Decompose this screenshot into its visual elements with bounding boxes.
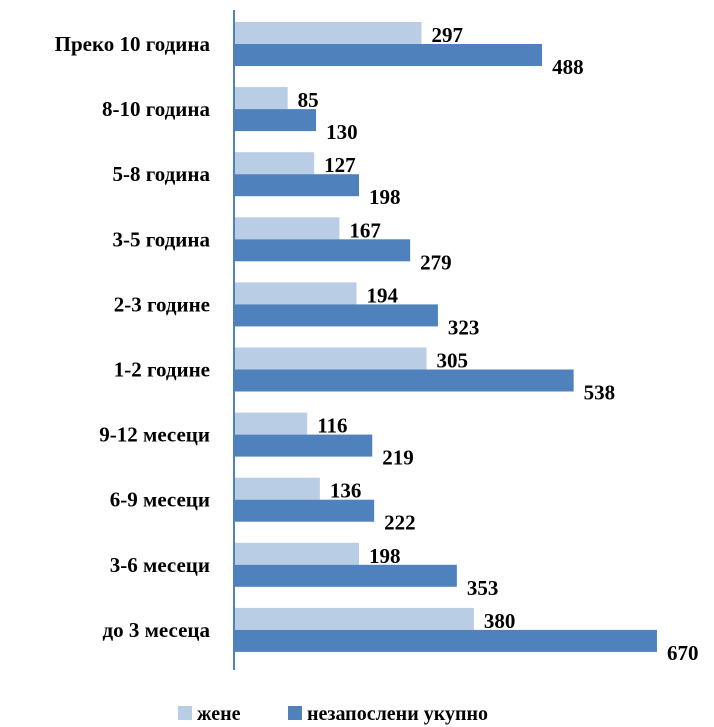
category-label: 3-6 месеци bbox=[110, 553, 210, 577]
category-label: Преко 10 година bbox=[55, 32, 211, 56]
value-label-women: 136 bbox=[330, 479, 362, 503]
value-label-unemployed-total: 538 bbox=[584, 381, 616, 405]
bar-women bbox=[234, 152, 315, 175]
value-label-unemployed-total: 353 bbox=[467, 576, 499, 600]
category-label: 3-5 година bbox=[113, 227, 211, 251]
value-label-women: 198 bbox=[369, 544, 401, 568]
value-label-unemployed-total: 323 bbox=[448, 315, 480, 339]
bar-unemployed-total bbox=[234, 434, 373, 457]
value-label-women: 297 bbox=[431, 23, 463, 47]
value-label-women: 167 bbox=[349, 218, 381, 242]
category-label: 1-2 године bbox=[114, 358, 210, 382]
value-label-unemployed-total: 279 bbox=[420, 250, 452, 274]
bar-unemployed-total bbox=[234, 239, 411, 262]
value-label-unemployed-total: 130 bbox=[326, 120, 358, 144]
value-labels-group: 297 488 85 130 127 198 167 279 194 323 305 538 116 21… bbox=[298, 23, 699, 665]
bar-unemployed-total bbox=[234, 109, 317, 132]
category-label: 6-9 месеци bbox=[110, 488, 210, 512]
value-label-unemployed-total: 670 bbox=[667, 641, 699, 665]
value-label-women: 305 bbox=[437, 349, 469, 373]
value-label-women: 85 bbox=[298, 88, 319, 112]
bar-women bbox=[234, 477, 320, 500]
bar-unemployed-total bbox=[234, 369, 574, 392]
bar-women bbox=[234, 412, 308, 435]
bar-women bbox=[234, 217, 340, 240]
bar-women bbox=[234, 542, 359, 565]
legend-label: незапослени укупно bbox=[307, 703, 488, 725]
bar-unemployed-total bbox=[234, 564, 457, 587]
bar-unemployed-total bbox=[234, 44, 543, 66]
bar-women bbox=[234, 607, 474, 630]
value-label-women: 116 bbox=[317, 414, 347, 438]
category-label: 5-8 година bbox=[113, 162, 211, 186]
value-label-unemployed-total: 488 bbox=[552, 55, 584, 79]
bar-unemployed-total bbox=[234, 499, 375, 522]
category-label: 8-10 година bbox=[102, 97, 210, 121]
bar-women bbox=[234, 347, 427, 370]
legend-label: жене bbox=[197, 703, 241, 725]
bar-unemployed-total bbox=[234, 174, 359, 197]
bars-group bbox=[234, 22, 657, 652]
value-label-women: 127 bbox=[324, 153, 356, 177]
value-label-unemployed-total: 222 bbox=[384, 511, 416, 535]
value-label-women: 194 bbox=[366, 283, 398, 307]
bar-women bbox=[234, 282, 357, 305]
category-label: до 3 месеца bbox=[102, 618, 210, 642]
value-label-unemployed-total: 198 bbox=[369, 185, 401, 209]
legend: жене незапослени укупно bbox=[178, 703, 488, 725]
bar-women bbox=[234, 87, 288, 110]
bar-unemployed-total bbox=[234, 629, 657, 652]
category-label: 2-3 године bbox=[114, 292, 210, 316]
bar-women bbox=[234, 22, 422, 44]
legend-swatch bbox=[288, 706, 302, 720]
bar-unemployed-total bbox=[234, 304, 438, 327]
value-label-women: 380 bbox=[484, 609, 516, 633]
value-label-unemployed-total: 219 bbox=[382, 446, 414, 470]
category-label: 9-12 месеци bbox=[99, 423, 210, 447]
category-labels-group: Преко 10 година 8-10 година 5-8 година 3-5 … bbox=[55, 32, 211, 642]
legend-swatch bbox=[178, 706, 192, 720]
